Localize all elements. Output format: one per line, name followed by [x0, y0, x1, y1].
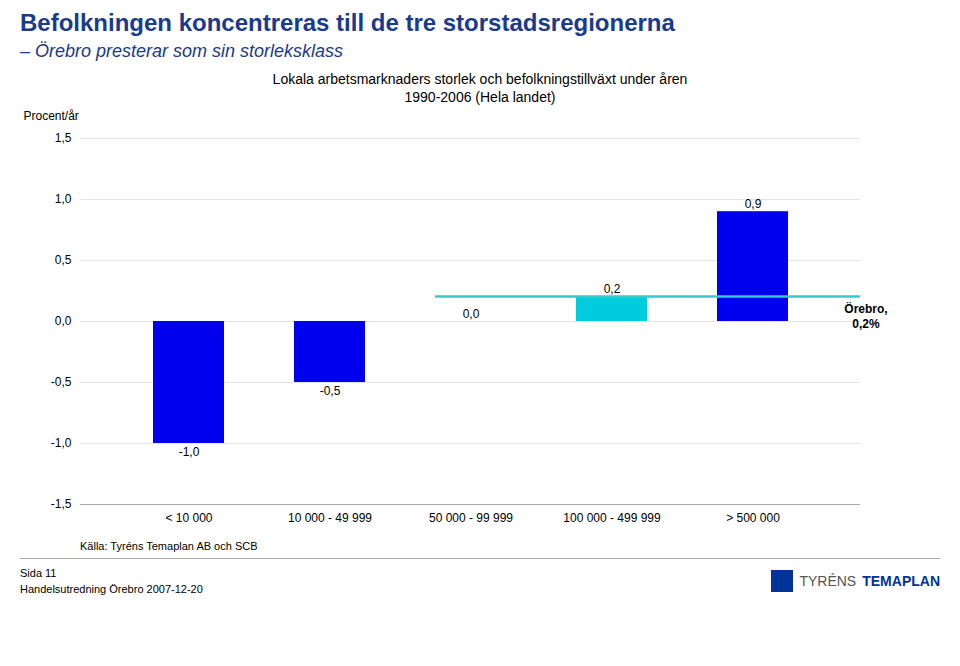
html-text:Källa: Tyréns Temaplan AB och: Källa: Tyréns Temaplan AB och SCB — [80, 540, 258, 552]
svg-text:Procent/år: Procent/år — [24, 109, 79, 123]
html-text:Handelsutredning Örebro 2007-1: Handelsutredning Örebro 2007-12-20 — [20, 583, 203, 595]
svg-text:-1,0: -1,0 — [51, 436, 72, 450]
html-text:1990-2006 (Hela landet): 1990-2006 (Hela landet) — [404, 89, 556, 105]
svg-text:100 000 - 499 999: 100 000 - 499 999 — [563, 511, 661, 525]
svg-text:-1,0: -1,0 — [179, 445, 200, 459]
svg-text:0,2: 0,2 — [604, 282, 621, 296]
svg-text:0,0: 0,0 — [463, 307, 480, 321]
svg-text:Örebro,0,2%: Örebro,0,2% — [844, 301, 887, 331]
svg-text:1,5: 1,5 — [55, 131, 72, 145]
html-text:Befolkningen koncentreras till: Befolkningen koncentreras till de tre st… — [20, 9, 675, 36]
svg-text:1,0: 1,0 — [55, 192, 72, 206]
html-text:Lokala arbetsmarknaders storle: Lokala arbetsmarknaders storlek och befo… — [272, 71, 688, 87]
svg-text:0,0: 0,0 — [55, 314, 72, 328]
html-text:– Örebro presterar som sin sto: – Örebro presterar som sin storleksklass — [20, 41, 344, 61]
svg-text:< 10 000: < 10 000 — [165, 511, 212, 525]
svg-text:10 000 - 49 999: 10 000 - 49 999 — [288, 511, 372, 525]
svg-text:0,5: 0,5 — [55, 253, 72, 267]
svg-text:-0,5: -0,5 — [51, 375, 72, 389]
svg-text:-0,5: -0,5 — [320, 384, 341, 398]
html-text:Sida 11: Sida 11 — [20, 567, 57, 579]
svg-text:-1,5: -1,5 — [51, 497, 72, 511]
html-text:TYRÉNS TEMAPLAN: TYRÉNS TEMAPLAN — [799, 573, 940, 589]
svg-text:0,9: 0,9 — [745, 197, 762, 211]
svg-text:> 500 000: > 500 000 — [726, 511, 780, 525]
svg-text:50 000 - 99 999: 50 000 - 99 999 — [429, 511, 513, 525]
